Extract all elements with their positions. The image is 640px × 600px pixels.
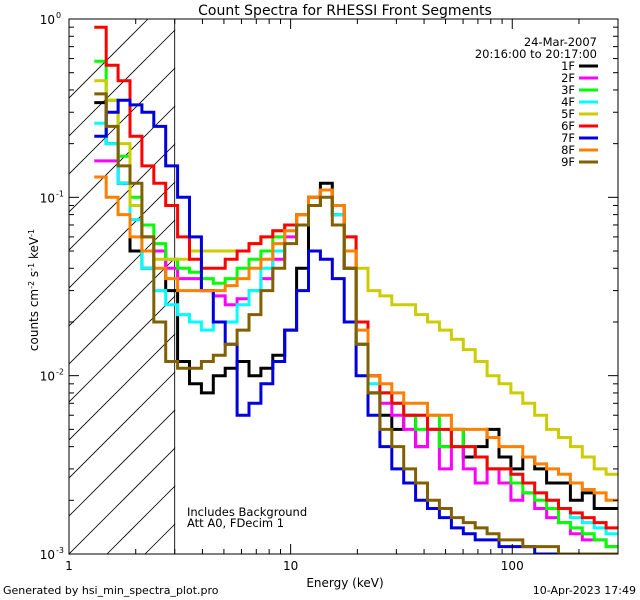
legend-label-6F: 6F	[561, 119, 575, 133]
legend-label-4F: 4F	[561, 95, 575, 109]
legend-label-3F: 3F	[561, 83, 575, 97]
y-axis-label-exponent: -2	[27, 281, 36, 289]
timestamp-footer: 10-Apr-2023 17:49	[533, 584, 636, 597]
y-tick-exponent: 0	[56, 11, 61, 20]
annotation-background: Includes Background	[187, 505, 307, 519]
y-tick-label: 10	[40, 13, 55, 27]
x-axis-label: Energy (keV)	[306, 576, 383, 590]
legend-label-7F: 7F	[561, 131, 575, 145]
series-layer	[94, 25, 618, 554]
y-tick-exponent: -2	[56, 368, 64, 377]
y-tick-exponent: -1	[56, 189, 64, 198]
y-axis-label-part: keV	[27, 236, 41, 263]
series-line-8F	[94, 175, 618, 502]
y-axis-label-exponent: -1	[27, 263, 36, 271]
y-tick-label: 10	[40, 370, 55, 384]
legend-label-1F: 1F	[561, 59, 575, 73]
series-line-9F	[94, 92, 618, 554]
y-axis-label: counts cm-2 s-1 keV-1	[27, 229, 42, 351]
x-tick-label: 1	[65, 559, 73, 573]
plot-frame	[68, 18, 619, 555]
chart-title: Count Spectra for RHESSI Front Segments	[198, 3, 492, 19]
y-axis-label-part: counts cm	[27, 289, 41, 351]
y-tick-exponent: -3	[56, 546, 64, 555]
time-range-label: 20:16:00 to 20:17:00	[475, 47, 597, 61]
y-tick-label: 10	[40, 191, 55, 205]
legend-label-9F: 9F	[561, 155, 575, 169]
excluded-energy-hatch	[69, 19, 618, 554]
y-axis-label-part: s	[27, 271, 41, 281]
date-label: 24-Mar-2007	[524, 35, 597, 49]
series-line-7F	[94, 98, 618, 554]
hatch-line	[69, 19, 187, 137]
generated-by-footer: Generated by hsi_min_spectra_plot.pro	[3, 584, 219, 597]
y-axis-label-exponent: -1	[27, 229, 36, 237]
legend-label-5F: 5F	[561, 107, 575, 121]
y-tick-label: 10	[40, 548, 55, 562]
hatch-line	[69, 19, 263, 213]
hatch-mask	[175, 19, 618, 554]
x-tick-label: 100	[501, 559, 524, 573]
hatch-line	[69, 19, 225, 175]
legend-label-8F: 8F	[561, 143, 575, 157]
legend-label-2F: 2F	[561, 71, 575, 85]
annotation-attenuator: Att A0, FDecim 1	[187, 516, 284, 530]
x-tick-label: 10	[283, 559, 298, 573]
